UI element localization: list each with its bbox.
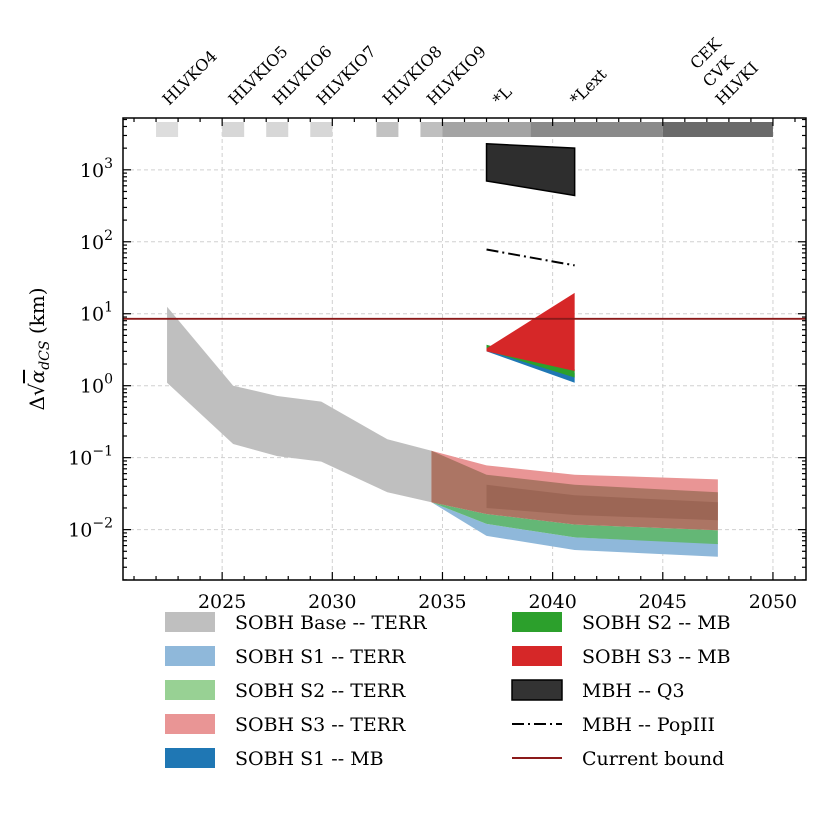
y-axis-label-text: Δ√αdCS (km): [25, 287, 53, 410]
observing-run-bar: [222, 122, 245, 137]
legend-item: SOBH S1 -- MB: [165, 748, 384, 770]
y-tick-label: 100: [80, 372, 113, 398]
legend-label: SOBH S3 -- TERR: [235, 714, 406, 736]
legend-label: SOBH S2 -- TERR: [235, 680, 406, 702]
band-mbh-q3: [485, 142, 576, 197]
legend-label: Current bound: [582, 748, 724, 770]
legend-item: SOBH S3 -- TERR: [165, 714, 406, 736]
legend-label: MBH -- PopIII: [582, 714, 715, 736]
legend-item: SOBH S1 -- TERR: [165, 646, 406, 668]
y-tick-label: 102: [80, 228, 113, 254]
observing-run-bar: [442, 122, 531, 137]
legend-label: SOBH S1 -- MB: [235, 748, 384, 770]
series-layer: [123, 142, 806, 557]
observing-run-bar: [376, 122, 399, 137]
observing-run-bar: [156, 122, 179, 137]
detector-label: *L: [489, 82, 516, 109]
y-tick-label: 10−2: [68, 516, 113, 542]
legend-label: SOBH S1 -- TERR: [235, 646, 406, 668]
y-tick-label: 101: [80, 300, 113, 326]
y-tick-label: 103: [80, 156, 113, 182]
legend-item: SOBH S2 -- MB: [512, 612, 731, 634]
observing-run-bar: [420, 122, 443, 137]
band-sobh-s1-terr: [431, 502, 718, 557]
legend-swatch: [165, 748, 215, 768]
legend-swatch: [165, 680, 215, 700]
legend-label: SOBH Base -- TERR: [235, 612, 427, 634]
band-sobh-base-overlay-dark: [486, 484, 718, 521]
legend-swatch: [511, 679, 563, 701]
x-tick-label: 2040: [528, 591, 576, 613]
legend-item: MBH -- PopIII: [512, 714, 715, 736]
detector-label: HLVKO4: [158, 47, 220, 109]
axis-ticks: 2025 2030 2035 2040 2045 2050 103 102 101 100 10−1…: [68, 118, 806, 613]
band-sobh-base-terr: [167, 306, 432, 503]
legend-label: MBH -- Q3: [582, 680, 685, 702]
observing-runs: [156, 122, 773, 137]
legend-swatch: [165, 714, 215, 734]
y-tick-label: 10−1: [68, 444, 113, 470]
x-tick-label: 2025: [198, 591, 246, 613]
legend-swatch: [165, 612, 215, 632]
observing-run-bar: [310, 122, 333, 137]
legend-item: SOBH S3 -- MB: [512, 646, 731, 668]
legend-item: MBH -- Q3: [511, 679, 685, 702]
line-mbh-popiii: [486, 248, 575, 267]
x-tick-label: 2045: [639, 591, 687, 613]
legend-item: SOBH Base -- TERR: [165, 612, 427, 634]
legend-swatch: [512, 646, 562, 666]
legend-swatch: [512, 612, 562, 632]
band-sobh-s3-mb: [486, 292, 575, 372]
legend-swatch: [165, 646, 215, 666]
band-sobh-s2-terr: [431, 502, 718, 545]
observing-run-bar: [662, 122, 773, 137]
observing-run-bar: [530, 122, 663, 137]
y-axis-label: Δ√αdCS (km): [25, 287, 53, 410]
legend: SOBH Base -- TERR SOBH S1 -- TERR SOBH S2 …: [165, 612, 731, 770]
x-tick-label: 2050: [749, 591, 797, 613]
legend-label: SOBH S3 -- MB: [582, 646, 731, 668]
legend-label: SOBH S2 -- MB: [582, 612, 731, 634]
legend-item: Current bound: [512, 748, 724, 770]
legend-item: SOBH S2 -- TERR: [165, 680, 406, 702]
x-tick-label: 2030: [308, 591, 356, 613]
x-tick-label: 2035: [418, 591, 466, 613]
observing-run-bar: [266, 122, 289, 137]
detector-label: *Lext: [566, 64, 611, 109]
